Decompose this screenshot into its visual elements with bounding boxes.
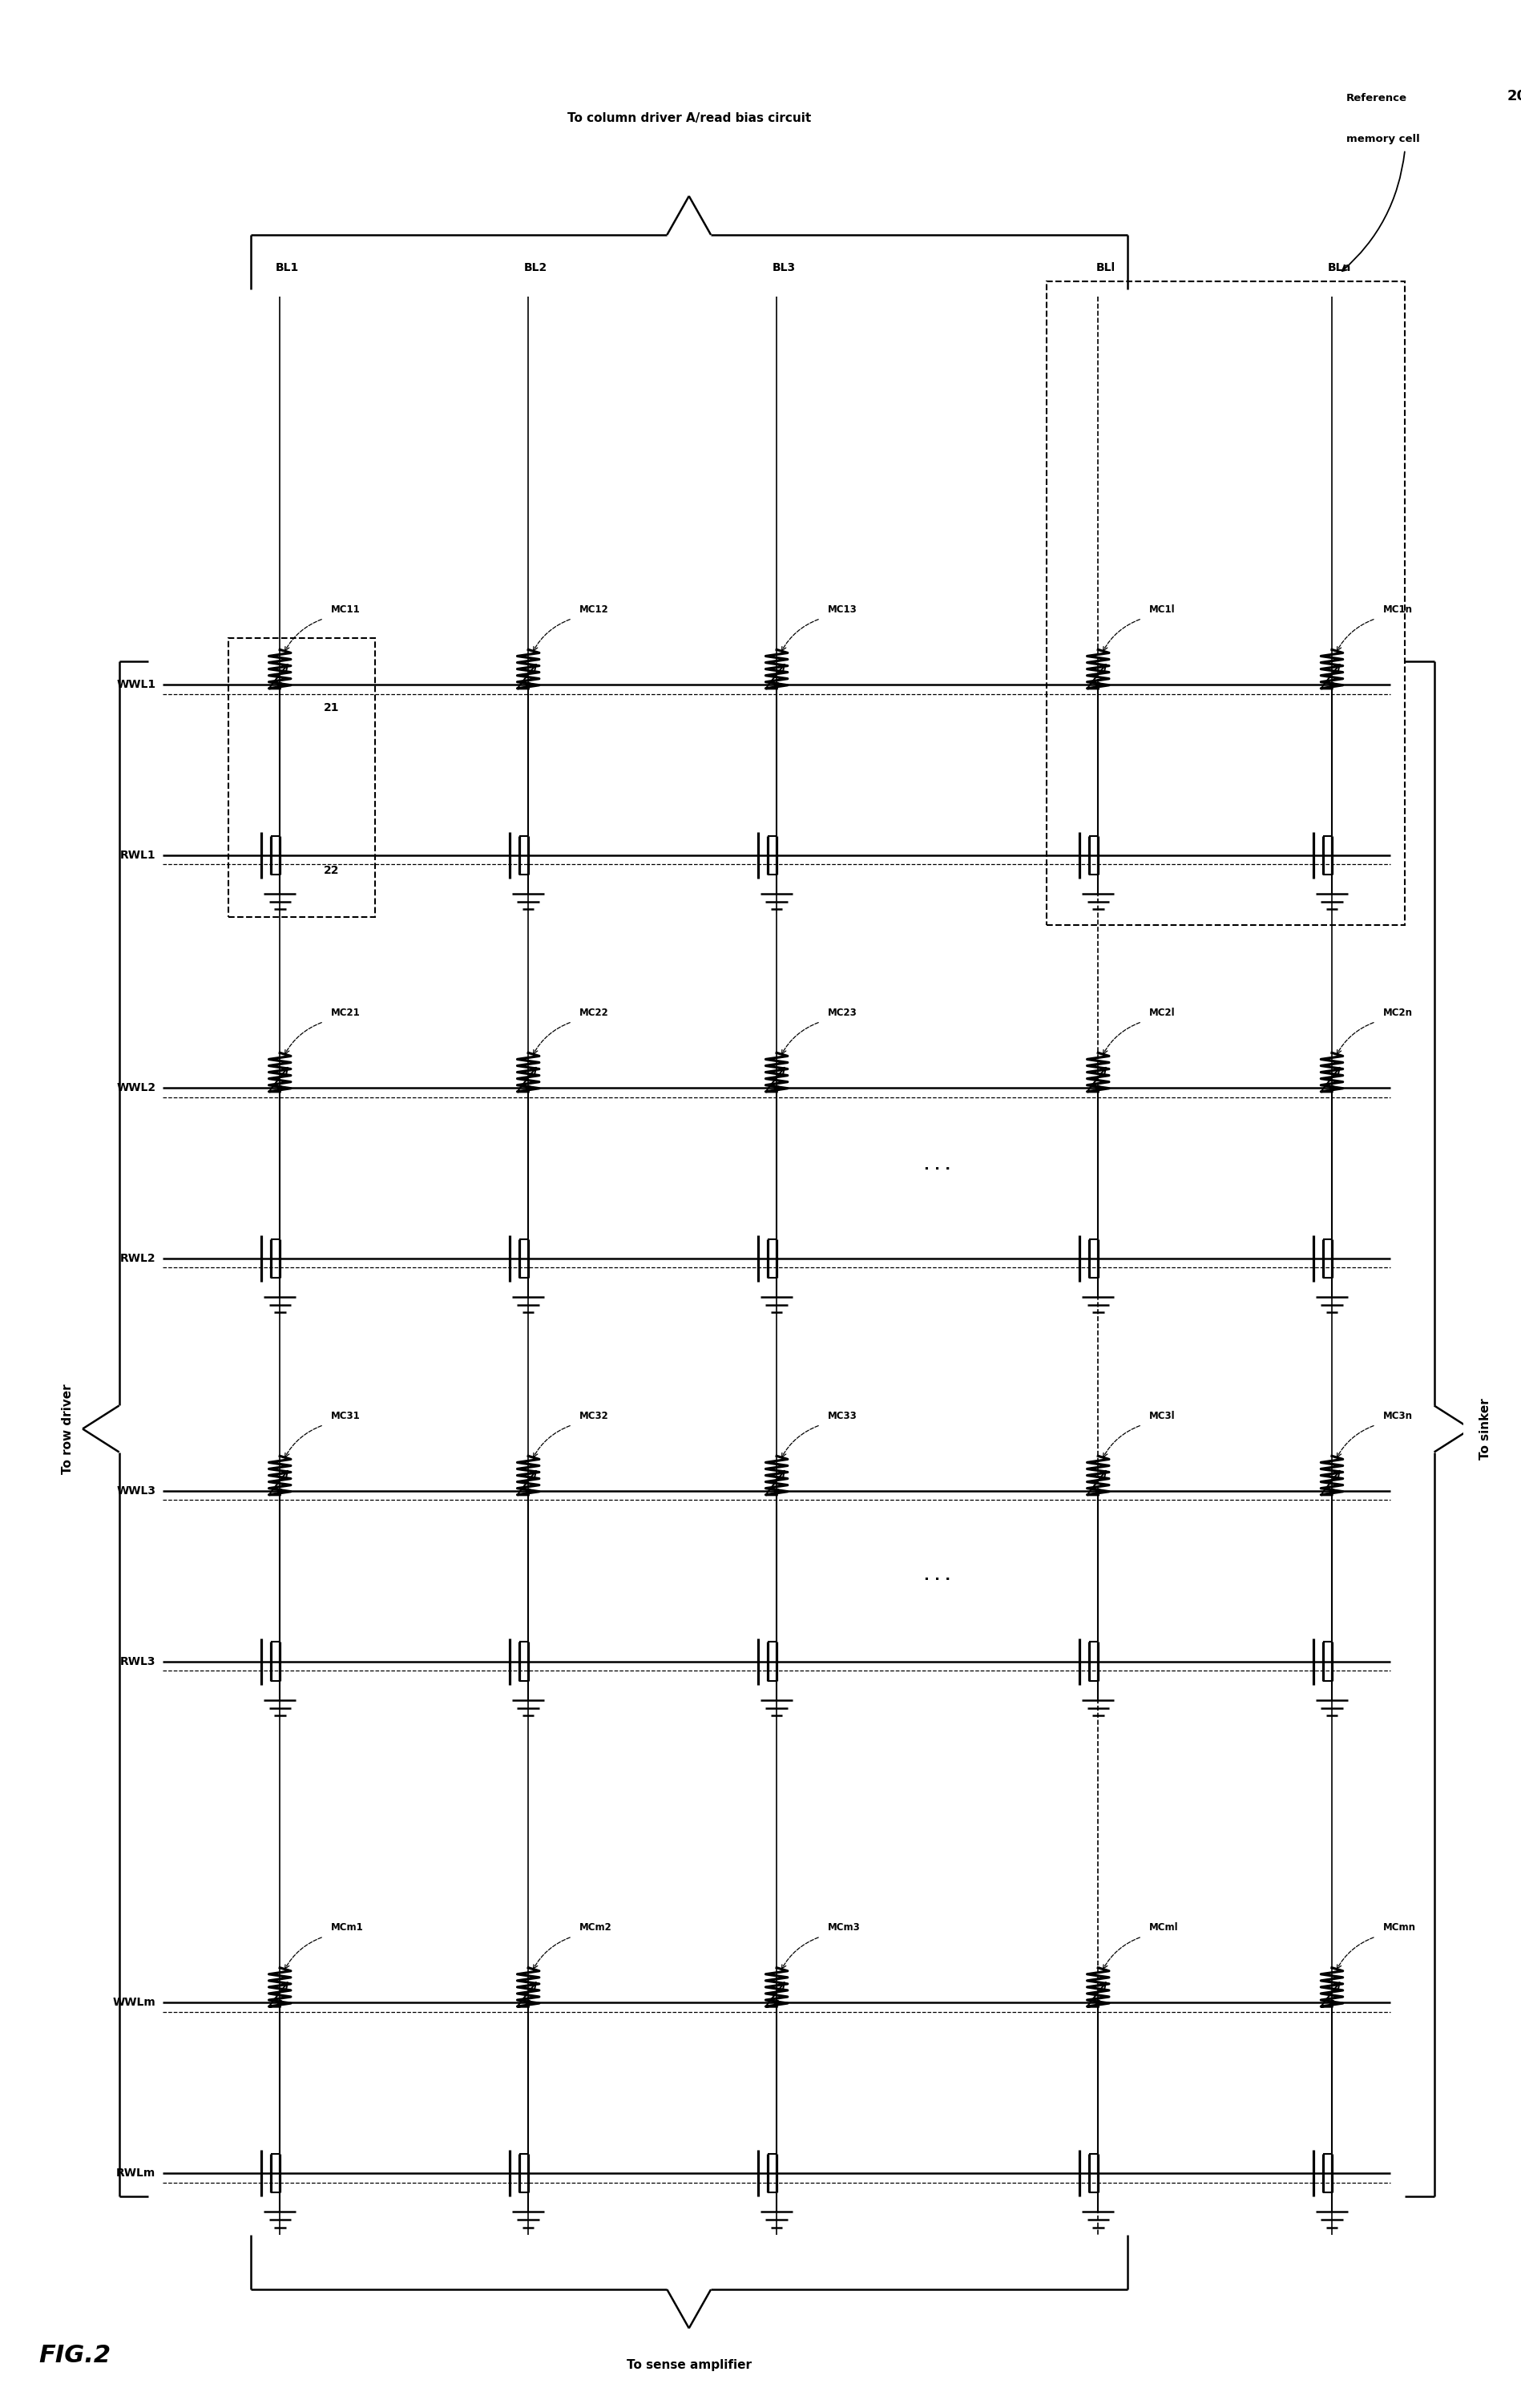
Text: BL2: BL2 — [523, 262, 548, 275]
Text: . . .: . . . — [925, 1158, 951, 1173]
Bar — [1046, 282, 1405, 925]
Text: MC1l: MC1l — [1150, 604, 1176, 614]
Text: BL1: BL1 — [275, 262, 298, 275]
Text: BL3: BL3 — [773, 262, 795, 275]
Text: MC31: MC31 — [332, 1411, 360, 1421]
Bar — [228, 638, 374, 917]
Text: 20: 20 — [1507, 89, 1521, 104]
Text: To sinker: To sinker — [1480, 1399, 1491, 1459]
Text: 22: 22 — [324, 864, 339, 877]
Text: To sense amplifier: To sense amplifier — [627, 2360, 751, 2372]
Text: To row driver: To row driver — [62, 1385, 75, 1474]
Text: WWL2: WWL2 — [116, 1081, 155, 1093]
Text: MC11: MC11 — [332, 604, 360, 614]
Text: MC32: MC32 — [580, 1411, 608, 1421]
Text: memory cell: memory cell — [1346, 135, 1421, 144]
Text: MCm2: MCm2 — [580, 1922, 611, 1934]
Text: MC2n: MC2n — [1383, 1007, 1413, 1019]
Text: RWL3: RWL3 — [120, 1657, 155, 1666]
Text: MC3l: MC3l — [1150, 1411, 1176, 1421]
Text: RWL1: RWL1 — [120, 850, 155, 860]
Text: WWL1: WWL1 — [116, 679, 155, 691]
Text: WWLm: WWLm — [113, 1996, 155, 2008]
Text: MC21: MC21 — [332, 1007, 360, 1019]
Text: RWL2: RWL2 — [120, 1252, 155, 1264]
Text: BLl: BLl — [1095, 262, 1115, 275]
Text: 21: 21 — [324, 703, 339, 713]
Text: MCm3: MCm3 — [827, 1922, 861, 1934]
Text: RWLm: RWLm — [116, 2167, 155, 2179]
Text: MCml: MCml — [1150, 1922, 1179, 1934]
Text: MC22: MC22 — [580, 1007, 608, 1019]
Text: FIG.2: FIG.2 — [38, 2343, 111, 2367]
Text: Reference: Reference — [1346, 92, 1407, 104]
Text: MC23: MC23 — [827, 1007, 858, 1019]
Text: MC3n: MC3n — [1383, 1411, 1413, 1421]
Text: . . .: . . . — [925, 1570, 951, 1584]
Text: MC33: MC33 — [827, 1411, 858, 1421]
Text: MC1n: MC1n — [1383, 604, 1413, 614]
Text: MC2l: MC2l — [1150, 1007, 1176, 1019]
Text: MCmn: MCmn — [1383, 1922, 1416, 1934]
Text: MC13: MC13 — [827, 604, 858, 614]
Text: To column driver A/read bias circuit: To column driver A/read bias circuit — [567, 113, 811, 125]
Text: MCm1: MCm1 — [332, 1922, 364, 1934]
Text: WWL3: WWL3 — [117, 1486, 155, 1495]
Text: BLn: BLn — [1328, 262, 1351, 275]
Text: MC12: MC12 — [580, 604, 608, 614]
